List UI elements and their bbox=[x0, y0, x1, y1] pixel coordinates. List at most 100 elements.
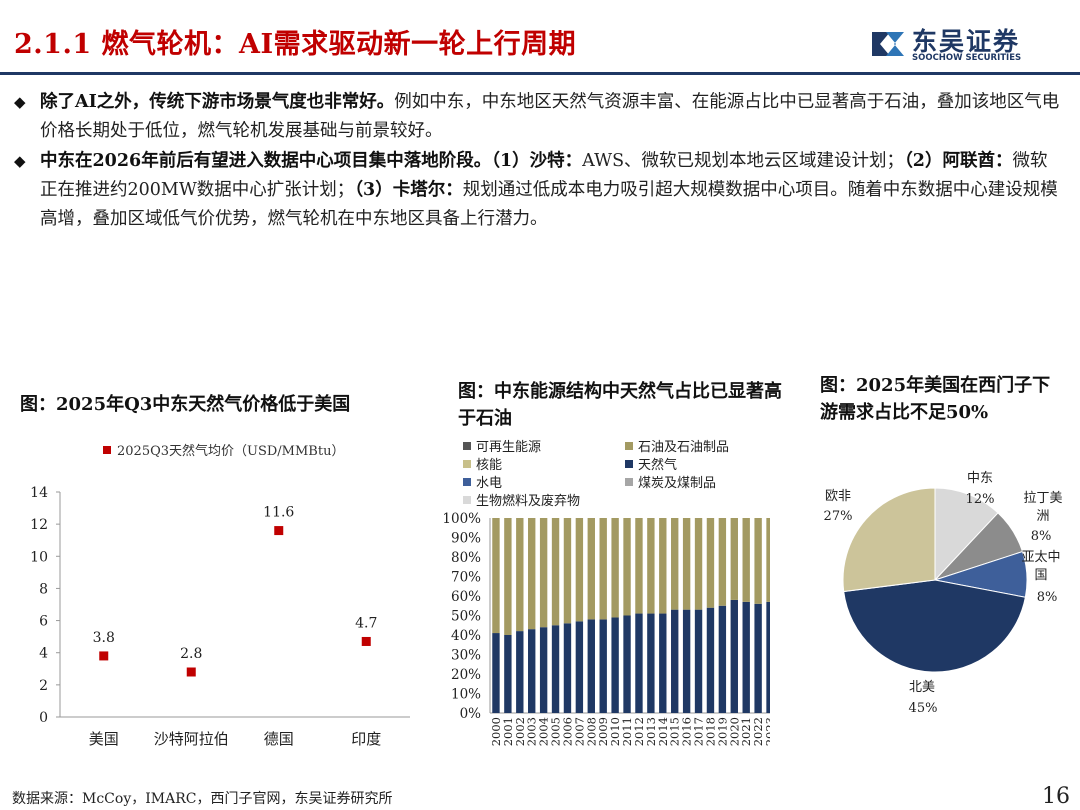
x-tick-label: 2009 bbox=[596, 717, 610, 746]
bar-segment bbox=[551, 518, 560, 626]
y-tick-label: 4 bbox=[39, 646, 48, 662]
bar-segment bbox=[587, 619, 595, 713]
bar-segment bbox=[766, 601, 770, 713]
bar-segment bbox=[504, 518, 512, 635]
bar-segment bbox=[659, 518, 667, 614]
y-tick-label: 80% bbox=[451, 550, 481, 566]
y-tick-label: 30% bbox=[451, 648, 481, 664]
x-tick-label: 2018 bbox=[703, 717, 717, 746]
bar-segment bbox=[623, 615, 631, 713]
legend-swatch bbox=[625, 478, 633, 486]
bullet-text: AWS、微软已规划本地云区域建设计划； bbox=[582, 151, 905, 171]
data-label: 3.8 bbox=[93, 630, 115, 646]
x-tick-label: 沙特阿拉伯 bbox=[154, 730, 229, 748]
data-point bbox=[274, 526, 284, 536]
bullet-text: 微软正在推进约200MW数据中心扩张计划； bbox=[40, 151, 1048, 200]
bar-segment bbox=[671, 609, 679, 713]
bar-segment bbox=[742, 518, 750, 602]
bullet-bold: 中东在2026年前后有望进入数据中心项目集中落地阶段。 bbox=[40, 151, 492, 171]
legend-label: 石油及石油制品 bbox=[638, 440, 729, 455]
logo-chinese-text: 东吴证券 bbox=[912, 27, 1021, 56]
x-tick-label: 2002 bbox=[513, 717, 527, 746]
legend-swatch bbox=[463, 460, 471, 468]
bar-segment bbox=[730, 518, 738, 600]
y-tick-label: 8 bbox=[39, 581, 48, 597]
slice-label: 国 bbox=[1034, 568, 1047, 583]
bar-segment bbox=[528, 518, 536, 630]
x-tick-label: 美国 bbox=[89, 730, 119, 748]
x-tick-label: 2010 bbox=[608, 717, 622, 746]
x-tick-label: 2014 bbox=[656, 717, 670, 746]
data-source-note: 数据来源：McCoy，IMARC，西门子官网，东吴证券研究所 bbox=[12, 791, 393, 807]
bar-segment bbox=[694, 609, 703, 713]
bar-segment bbox=[551, 625, 560, 713]
bullet-subhead-uae: （2）阿联酋： bbox=[904, 151, 1013, 171]
pie-slice bbox=[843, 579, 1026, 673]
data-point bbox=[99, 651, 109, 661]
y-tick-label: 10 bbox=[30, 549, 48, 565]
bar-segment bbox=[539, 627, 548, 713]
bar-segment bbox=[718, 605, 727, 713]
y-tick-label: 0 bbox=[39, 710, 48, 726]
legend-swatch bbox=[463, 478, 471, 486]
x-tick-label: 2021 bbox=[739, 717, 753, 746]
data-point bbox=[361, 636, 371, 646]
y-tick-label: 2 bbox=[39, 678, 48, 694]
page-number: 16 bbox=[1042, 784, 1070, 809]
legend-label: 可再生能源 bbox=[476, 440, 541, 455]
bar-segment bbox=[611, 518, 619, 618]
bar-segment bbox=[611, 617, 619, 713]
gas-price-chart: 2025Q3天然气均价（USD/MMBtu） 0 2 4 6 8 10 12 14 美国 3.8 沙特… bbox=[30, 443, 410, 748]
x-tick-label: 2000 bbox=[489, 717, 503, 746]
chart3-title: 图：2025年美国在西门子下游需求占比不足50% bbox=[820, 375, 1051, 423]
bar-segment bbox=[682, 518, 691, 610]
bar-segment bbox=[599, 619, 607, 713]
bar-segment bbox=[563, 518, 572, 624]
data-point bbox=[186, 667, 196, 677]
bar-segment bbox=[754, 603, 762, 713]
bar-segment bbox=[528, 629, 536, 713]
x-tick-label: 2019 bbox=[715, 717, 729, 746]
x-tick-label: 2004 bbox=[537, 717, 551, 746]
bar-segment bbox=[539, 518, 548, 628]
y-tick-label: 20% bbox=[451, 667, 481, 683]
bar-segment bbox=[730, 599, 738, 713]
header-divider bbox=[0, 72, 1080, 75]
x-tick-label: 2011 bbox=[620, 717, 634, 746]
x-tick-label: 2005 bbox=[549, 717, 563, 746]
x-tick-label: 2020 bbox=[727, 717, 741, 746]
y-tick-label: 40% bbox=[451, 628, 481, 644]
x-tick-label: 2016 bbox=[680, 717, 694, 746]
bar-segment bbox=[587, 518, 595, 620]
bar-segment bbox=[706, 518, 715, 608]
bullet-text: 例如中东，中东地区天然气资源丰富、在能源占比中已显著高于石油，叠加该地区气电价格… bbox=[40, 92, 1060, 141]
bar-segment bbox=[671, 518, 679, 610]
bar-segment bbox=[766, 518, 770, 602]
bullet-item: ◆ 中东在2026年前后有望进入数据中心项目集中落地阶段。（1）沙特：AWS、微… bbox=[14, 147, 1064, 234]
bar-segment bbox=[742, 601, 750, 713]
bar-segment bbox=[706, 607, 715, 713]
bar-segment bbox=[682, 609, 691, 713]
bar-segment bbox=[575, 621, 584, 713]
bar-segment bbox=[575, 518, 584, 622]
y-tick-label: 6 bbox=[39, 614, 48, 630]
x-tick-label: 2017 bbox=[692, 717, 706, 746]
bullet-bold: 除了AI之外，传统下游市场景气度也非常好。 bbox=[40, 92, 395, 112]
diamond-bullet-icon: ◆ bbox=[14, 93, 26, 111]
data-label: 4.7 bbox=[355, 615, 377, 631]
logo-english-text: SOOCHOW SECURITIES bbox=[912, 53, 1022, 63]
chart1-title: 图：2025年Q3中东天然气价格低于美国 bbox=[20, 394, 351, 415]
diamond-bullet-icon: ◆ bbox=[14, 152, 26, 170]
legend-marker bbox=[103, 446, 111, 454]
slice-label: 北美 bbox=[909, 680, 935, 695]
bar-segment bbox=[492, 518, 500, 634]
bullet-subhead-qatar: （3）卡塔尔： bbox=[354, 180, 463, 200]
slice-pct-label: 8% bbox=[1031, 529, 1052, 544]
x-tick-label: 2007 bbox=[572, 717, 586, 746]
slice-pct-label: 12% bbox=[966, 492, 995, 507]
y-tick-label: 90% bbox=[451, 531, 481, 547]
company-logo: 东吴证券 SOOCHOW SECURITIES bbox=[868, 22, 1038, 64]
bar-segment bbox=[492, 633, 500, 713]
bar-segment bbox=[635, 518, 643, 614]
